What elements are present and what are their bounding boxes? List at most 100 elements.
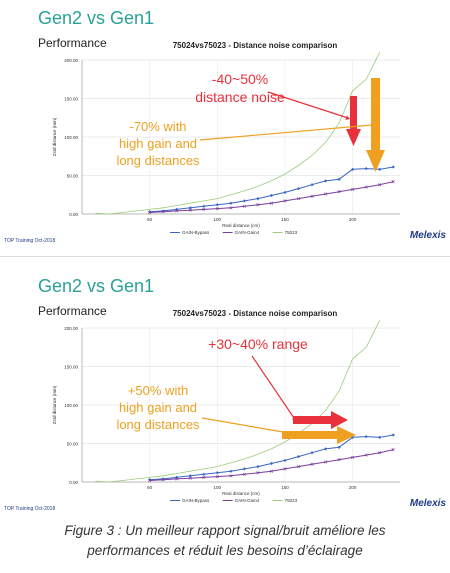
data-point (229, 201, 233, 205)
x-tick-label: 50 (147, 485, 153, 490)
data-point (323, 460, 328, 464)
divider (0, 256, 450, 257)
orange-down-arrow (371, 78, 380, 150)
data-point (242, 467, 246, 471)
data-point (269, 461, 274, 466)
legend-label: GAIN-Gain4 (235, 498, 260, 503)
data-point (296, 186, 301, 191)
annotation-text: distance noise (195, 89, 285, 105)
data-point (175, 209, 179, 213)
red-right-arrowhead (331, 411, 348, 429)
annotation-pointer (201, 417, 284, 433)
annotation-text: high gain and (119, 136, 197, 151)
data-point (378, 167, 382, 171)
slide-subtitle: Performance (38, 36, 107, 50)
red-down-arrowhead (346, 129, 361, 146)
data-point (256, 197, 260, 201)
data-point (242, 199, 246, 203)
data-point (391, 180, 395, 184)
data-point (310, 451, 314, 455)
slide-top: Gen2 vs Gen1 Performance 75024vs75023 - … (0, 0, 450, 248)
data-point (378, 451, 382, 455)
annotation-pointer (267, 91, 349, 119)
x-tick-label: 150 (281, 485, 289, 490)
data-point (378, 183, 382, 187)
data-point (188, 476, 192, 480)
y-tick-label: 150.00 (64, 365, 78, 370)
legend-label: 75023 (285, 498, 298, 503)
red-right-arrow (293, 416, 331, 424)
slide-subtitle: Performance (38, 304, 107, 318)
slide-title: Gen2 vs Gen1 (38, 276, 155, 296)
data-point (391, 433, 395, 437)
data-point (310, 183, 314, 187)
data-point (256, 465, 260, 469)
annotation-pointer (199, 124, 373, 141)
data-point (323, 179, 328, 183)
data-point (283, 190, 287, 195)
melexis-logo: Melexis (409, 498, 446, 509)
caption-line: Figure 3 : Un meilleur rapport signal/br… (64, 523, 386, 538)
chart-title: 75024vs75023 - Distance noise comparison (172, 41, 338, 50)
y-tick-label: 0.00 (69, 480, 78, 485)
y-tick-label: 50.00 (67, 442, 79, 447)
series-line-gain-bypass (149, 166, 394, 213)
data-point (351, 187, 355, 191)
x-tick-label: 200 (349, 217, 357, 222)
annotation-text: -70% with (129, 119, 186, 134)
footer-text: TOP Training Oct-2018 (4, 238, 56, 244)
data-point (242, 472, 246, 476)
y-axis-label: Zstd distance (mm) (52, 385, 57, 424)
data-point (351, 455, 355, 459)
y-tick-label: 50.00 (67, 174, 79, 179)
x-tick-label: 100 (214, 485, 222, 490)
data-point (215, 203, 219, 207)
data-point (296, 196, 301, 201)
data-point (310, 194, 314, 198)
data-point (256, 203, 260, 207)
data-point (229, 206, 233, 210)
data-point (283, 458, 287, 463)
y-tick-label: 200.00 (64, 326, 78, 331)
chart-top: 0.00 50.00 100.00 150.00 200.00 50 100 150 200 Re… (52, 52, 400, 235)
x-tick-label: 200 (349, 485, 357, 490)
legend-label: 75023 (285, 230, 298, 235)
data-point (269, 469, 274, 473)
annotation-pointer (251, 355, 295, 419)
data-point (283, 467, 287, 471)
data-point (337, 458, 341, 462)
data-point (364, 434, 368, 439)
legend-label: GAIN-Gain4 (235, 230, 260, 235)
footer-text: TOP Training Oct-2018 (4, 506, 56, 512)
data-point (391, 448, 395, 452)
data-point (202, 472, 206, 476)
data-point (351, 167, 355, 171)
y-tick-label: 100.00 (64, 135, 78, 140)
annotation-text: -40~50% (212, 71, 268, 87)
data-point (364, 166, 368, 171)
orange-right-arrow (282, 431, 337, 439)
data-point (242, 204, 246, 208)
melexis-logo: Melexis (409, 230, 446, 241)
y-tick-label: 100.00 (64, 403, 78, 408)
x-tick-label: 150 (281, 217, 289, 222)
orange-down-arrowhead (366, 150, 385, 172)
figure-caption: Figure 3 : Un meilleur rapport signal/br… (0, 521, 450, 561)
data-point (283, 199, 287, 203)
data-point (202, 204, 206, 208)
y-tick-label: 150.00 (64, 97, 78, 102)
data-point (202, 475, 206, 479)
data-point (256, 471, 260, 475)
data-point (337, 190, 341, 194)
series-line-75023 (95, 320, 381, 483)
data-point (229, 469, 233, 473)
data-point (391, 165, 395, 169)
slide-bottom: Gen2 vs Gen1 Performance 75024vs75023 - … (0, 268, 450, 518)
y-tick-label: 0.00 (69, 212, 78, 217)
orange-right-arrowhead (337, 426, 356, 444)
x-tick-label: 100 (214, 217, 222, 222)
series-line-75023 (95, 52, 381, 215)
data-point (323, 447, 328, 451)
data-point (175, 477, 179, 481)
legend-label: GAIN-Bypass (182, 230, 210, 235)
